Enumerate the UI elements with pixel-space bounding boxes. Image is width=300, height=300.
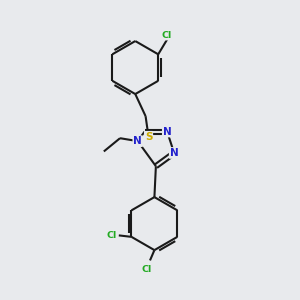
Text: Cl: Cl xyxy=(106,231,117,240)
Text: Cl: Cl xyxy=(142,265,152,274)
Text: Cl: Cl xyxy=(162,31,172,40)
Text: S: S xyxy=(145,132,152,142)
Text: N: N xyxy=(133,136,142,146)
Text: N: N xyxy=(170,148,178,158)
Text: N: N xyxy=(163,127,172,136)
